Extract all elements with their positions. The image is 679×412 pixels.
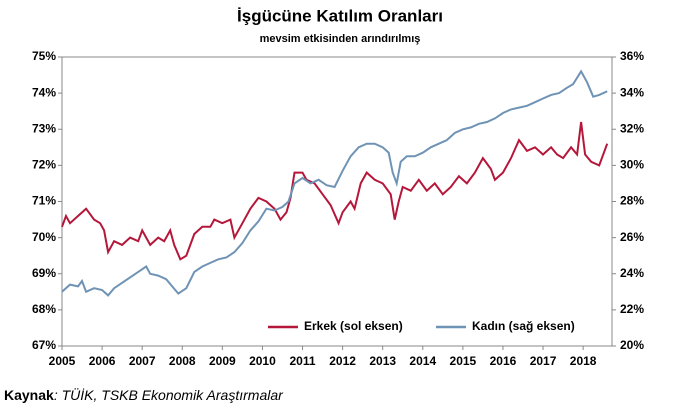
x-tick-label: 2009 [209, 354, 236, 368]
y-tick-label: 71% [32, 194, 56, 208]
x-tick-label: 2006 [89, 354, 116, 368]
y2-tick-label: 26% [620, 230, 644, 244]
y2-tick-label: 20% [620, 338, 644, 352]
y-tick-label: 69% [32, 266, 56, 280]
x-tick-label: 2008 [169, 354, 196, 368]
y-tick-label: 73% [32, 121, 56, 135]
x-tick-label: 2011 [290, 354, 316, 368]
x-tick-label: 2005 [49, 354, 76, 368]
y2-tick-label: 32% [620, 121, 644, 135]
y2-tick-label: 34% [620, 85, 644, 99]
y-tick-label: 67% [32, 338, 56, 352]
y2-tick-label: 28% [620, 194, 644, 208]
legend-label: Erkek (sol eksen) [304, 319, 403, 333]
plot-frame [61, 56, 613, 347]
y-tick-label: 74% [32, 85, 56, 99]
x-tick-label: 2010 [249, 354, 276, 368]
series-line [61, 69, 608, 297]
x-tick-label: 2015 [450, 354, 477, 368]
x-tick-label: 2018 [570, 354, 597, 368]
source-label: Kaynak [4, 387, 54, 403]
source: Kaynak: TÜİK, TSKB Ekonomik Araştırmalar [4, 386, 284, 403]
x-tick-label: 2012 [329, 354, 356, 368]
x-tick-label: 2013 [369, 354, 396, 368]
x-tick-label: 2014 [409, 354, 436, 368]
y-tick-label: 75% [32, 49, 56, 63]
y2-tick-label: 30% [620, 158, 644, 172]
y2-tick-label: 24% [620, 266, 644, 280]
y-tick-label: 70% [32, 230, 56, 244]
y2-tick-label: 22% [620, 302, 644, 316]
series-line [61, 121, 609, 261]
x-tick-label: 2016 [490, 354, 517, 368]
legend-label: Kadın (sağ eksen) [472, 319, 575, 333]
chart-title: İşgücüne Katılım Oranları [237, 6, 443, 25]
source-text: : TÜİK, TSKB Ekonomik Araştırmalar [54, 386, 284, 403]
chart-subtitle: mevsim etkisinden arındırılmış [260, 33, 421, 45]
y-tick-label: 68% [32, 302, 56, 316]
y-tick-label: 72% [32, 158, 56, 172]
y2-tick-label: 36% [620, 49, 644, 63]
x-tick-label: 2007 [129, 354, 156, 368]
x-tick-label: 2017 [530, 354, 557, 368]
